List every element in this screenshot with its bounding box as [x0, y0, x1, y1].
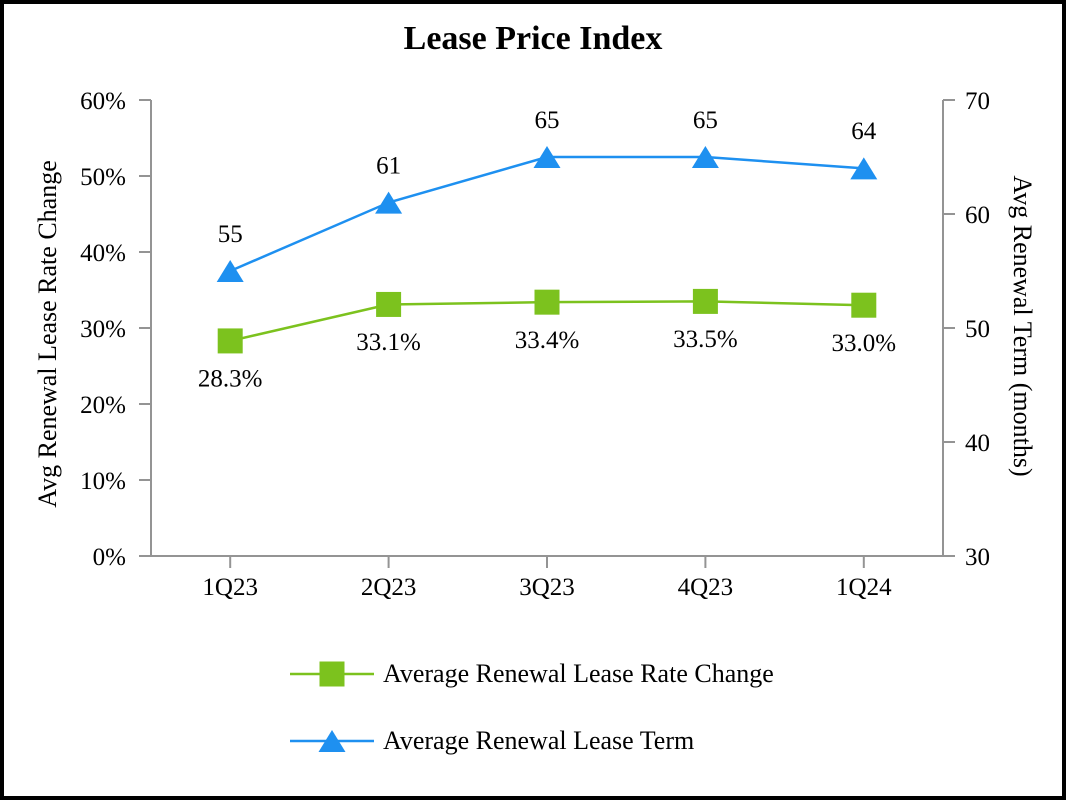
data-label: 33.4% [515, 327, 580, 354]
data-label: 55 [218, 221, 243, 248]
data-label: 64 [851, 118, 877, 145]
right-axis-tick-label: 40 [965, 430, 990, 457]
legend-item-lease-term: Average Renewal Lease Term [290, 726, 694, 756]
square-marker-icon [534, 289, 560, 315]
x-axis-tick-label: 4Q23 [678, 574, 734, 601]
right-axis-tick-label: 60 [965, 202, 990, 229]
triangle-marker-icon [533, 146, 561, 168]
data-label: 65 [535, 107, 560, 134]
data-label: 65 [693, 107, 718, 134]
data-label: 33.1% [356, 329, 421, 356]
data-label: 61 [376, 152, 401, 179]
triangle-marker-icon [850, 157, 878, 180]
right-axis-tick-label: 30 [965, 544, 990, 571]
data-label: 28.3% [198, 366, 263, 393]
x-axis-tick-label: 1Q24 [836, 574, 892, 601]
legend-square [319, 661, 345, 687]
series-line-triangle [229, 155, 864, 273]
x-axis-tick-label: 1Q23 [202, 574, 258, 601]
right-axis-title: Avg Renewal Term (months) [1008, 175, 1037, 477]
triangle-marker-icon [375, 191, 403, 214]
line-chart-plot: 0% 10% 20% 30% 40% 50% 60% 30 40 50 60 70 1Q23 2Q23 3Q… [80, 88, 990, 601]
left-axis-tick-label: 40% [80, 240, 126, 267]
legend-label-rate-change: Average Renewal Lease Rate Change [383, 659, 774, 688]
legend-triangle [318, 730, 346, 752]
square-marker-icon [217, 328, 243, 354]
left-axis-tick-label: 30% [80, 316, 126, 343]
x-axis-tick-label: 2Q23 [361, 574, 417, 601]
triangle-marker-icon [691, 146, 719, 168]
square-marker-icon [376, 291, 402, 317]
left-axis-tick-label: 10% [80, 468, 126, 495]
legend-label-lease-term: Average Renewal Lease Term [383, 726, 695, 755]
left-axis-tick-label: 60% [80, 88, 126, 115]
left-axis-tick-label: 50% [80, 164, 126, 191]
data-label: 33.0% [832, 330, 897, 357]
data-label: 33.5% [673, 326, 738, 353]
chart-title: Lease Price Index [403, 20, 663, 57]
right-axis-tick-label: 50 [965, 316, 990, 343]
x-axis-tick-label: 3Q23 [519, 574, 575, 601]
left-axis-tick-label: 20% [80, 392, 126, 419]
legend-square-marker-icon [290, 661, 374, 687]
square-marker-icon [692, 288, 718, 314]
triangle-marker-icon [216, 260, 244, 282]
legend-triangle-marker-icon [290, 730, 374, 752]
left-axis-title: Avg Renewal Lease Rate Change [33, 160, 62, 508]
square-marker-icon [851, 292, 877, 318]
legend-item-rate-change: Average Renewal Lease Rate Change [290, 659, 774, 689]
right-axis-tick-label: 70 [965, 88, 990, 115]
left-axis-tick-label: 0% [93, 544, 126, 571]
